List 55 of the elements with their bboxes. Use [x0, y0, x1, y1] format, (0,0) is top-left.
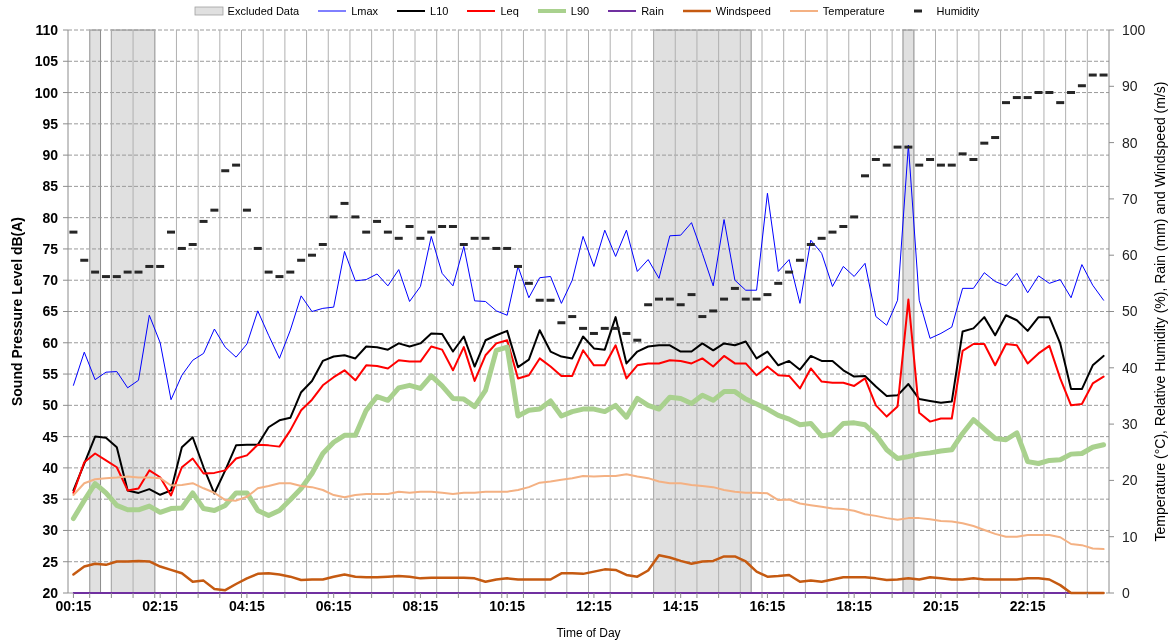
y-tick-label: 45	[42, 428, 59, 445]
y-tick-label: 75	[42, 240, 59, 257]
y2-tick-label: 100	[1122, 21, 1146, 38]
y2-axis-title: Temperature (°C), Relative Humidity (%), Rain (mm) and Windspeed (m/s)	[1152, 81, 1168, 542]
y-tick-label: 90	[42, 147, 59, 164]
y2-tick-label: 30	[1122, 416, 1138, 433]
y2-tick-label: 90	[1122, 78, 1138, 95]
y-tick-label: 35	[42, 491, 59, 508]
y2-tick-label: 50	[1122, 303, 1138, 320]
y-tick-label: 65	[42, 303, 59, 320]
x-tick-label: 14:15	[662, 597, 699, 614]
y2-tick-label: 20	[1122, 472, 1138, 489]
legend-label: L10	[430, 5, 449, 17]
y-tick-label: 105	[34, 53, 59, 70]
x-tick-label: 04:15	[229, 597, 266, 614]
y-tick-label: 110	[35, 21, 59, 38]
line-series	[72, 144, 1105, 401]
x-tick-label: 22:15	[1009, 597, 1046, 614]
x-tick-label: 10:15	[489, 597, 526, 614]
x-tick-label: 12:15	[576, 597, 613, 614]
y-tick-label: 30	[42, 522, 59, 539]
legend-label: Leq	[500, 5, 519, 17]
x-tick-label: 06:15	[315, 597, 352, 614]
y-tick-label: 25	[42, 553, 59, 570]
y-tick-label: 55	[42, 366, 59, 383]
y-axis-title: Sound Pressure Level dB(A)	[9, 216, 25, 407]
line-series	[72, 473, 1105, 551]
y2-tick-label: 70	[1122, 190, 1138, 207]
legend-label: L90	[570, 5, 590, 17]
legend-label: Humidity	[936, 5, 980, 17]
legend-label: Temperature	[822, 5, 885, 17]
y2-tick-label: 40	[1122, 359, 1138, 376]
x-tick-label: 18:15	[836, 597, 873, 614]
line-series	[72, 554, 1105, 595]
y2-tick-label: 60	[1122, 247, 1138, 264]
y-tick-label: 85	[42, 178, 59, 195]
x-axis-title: Time of Day	[556, 626, 621, 640]
y-tick-label: 100	[34, 84, 59, 101]
x-tick-label: 16:15	[749, 597, 786, 614]
x-tick-label: 02:15	[142, 597, 179, 614]
y-tick-label: 80	[42, 209, 59, 226]
y2-tick-label: 10	[1122, 528, 1138, 545]
y-tick-label: 50	[42, 397, 59, 414]
y-tick-label: 70	[42, 272, 59, 289]
y-tick-label: 40	[42, 459, 59, 476]
legend-label: Lmax	[351, 5, 379, 17]
y-tick-label: 95	[42, 115, 59, 132]
legend-label: Excluded Data	[227, 5, 300, 17]
y-tick-label: 60	[42, 334, 59, 351]
x-tick-label: 20:15	[923, 597, 960, 614]
x-tick-label: 08:15	[402, 597, 439, 614]
legend-label: Rain	[641, 5, 664, 17]
y2-tick-label: 0	[1122, 584, 1130, 601]
legend-label: Windspeed	[715, 5, 771, 17]
y2-tick-label: 80	[1122, 134, 1138, 151]
